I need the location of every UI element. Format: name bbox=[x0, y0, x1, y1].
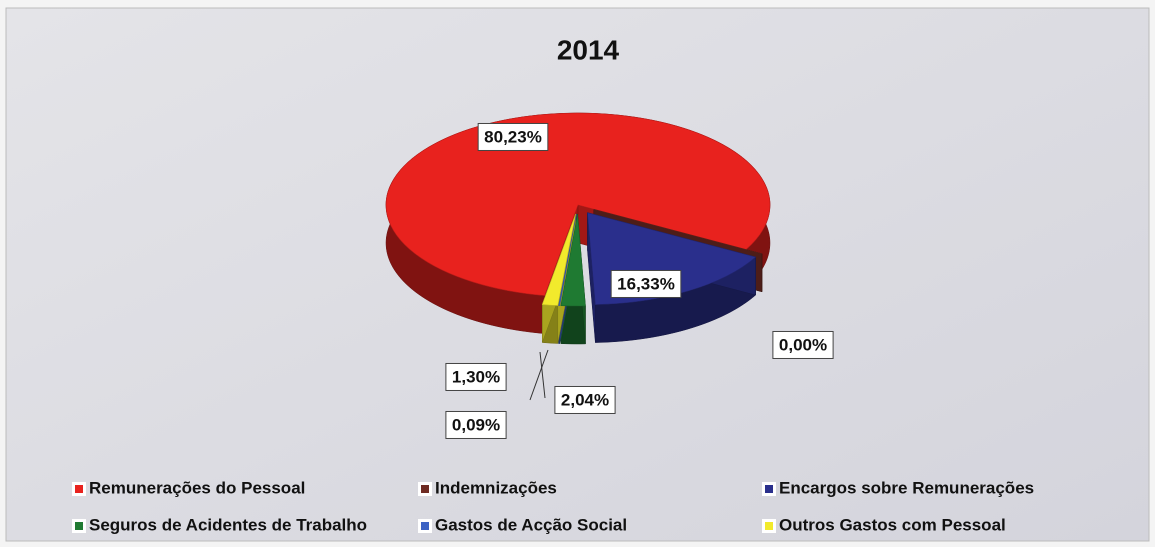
legend-label: Gastos de Acção Social bbox=[435, 515, 627, 534]
data-label: 0,00% bbox=[772, 330, 834, 359]
legend-marker bbox=[75, 522, 83, 530]
data-label: 1,30% bbox=[445, 362, 507, 391]
legend-label: Remunerações do Pessoal bbox=[89, 478, 305, 497]
slice bbox=[541, 213, 576, 306]
legend-marker bbox=[765, 485, 773, 493]
data-label: 16,33% bbox=[610, 269, 682, 298]
data-label: 2,04% bbox=[554, 385, 616, 414]
legend-marker bbox=[421, 522, 429, 530]
legend-label: Seguros de Acidentes de Trabalho bbox=[89, 515, 367, 534]
data-label: 0,09% bbox=[445, 410, 507, 439]
slice bbox=[385, 112, 771, 296]
chart-title: 2014 bbox=[557, 34, 620, 65]
slice bbox=[560, 213, 586, 307]
data-label-text: 0,00% bbox=[779, 335, 827, 354]
data-label-box bbox=[445, 362, 507, 391]
leader-line bbox=[539, 351, 546, 399]
legend-marker bbox=[765, 522, 773, 530]
legend-label: Outros Gastos com Pessoal bbox=[779, 515, 1006, 534]
data-label-text: 2,04% bbox=[561, 390, 609, 409]
slice bbox=[558, 213, 577, 306]
data-label-text: 80,23% bbox=[484, 127, 542, 146]
data-label-text: 1,30% bbox=[452, 367, 500, 386]
leader-line bbox=[529, 349, 549, 401]
data-label: 80,23% bbox=[477, 122, 549, 151]
data-label-box bbox=[445, 410, 507, 439]
legend-marker bbox=[75, 485, 83, 493]
legend-marker bbox=[421, 485, 429, 493]
data-label-box bbox=[477, 122, 549, 151]
legend-label: Indemnizações bbox=[435, 478, 557, 497]
data-label-box bbox=[772, 330, 834, 359]
data-label-text: 16,33% bbox=[617, 274, 675, 293]
data-label-box bbox=[610, 269, 682, 298]
data-label-box bbox=[554, 385, 616, 414]
legend-label: Encargos sobre Remunerações bbox=[779, 478, 1034, 497]
data-label-text: 0,09% bbox=[452, 415, 500, 434]
